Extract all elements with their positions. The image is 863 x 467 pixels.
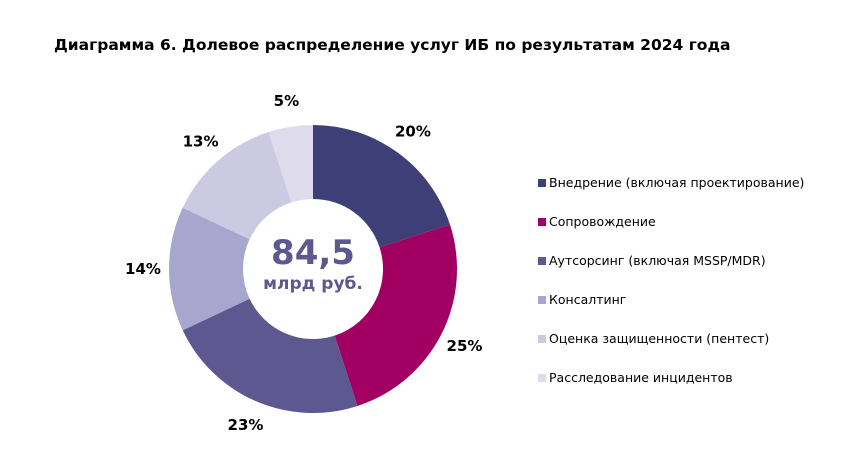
legend-item: Внедрение (включая проектирование): [538, 163, 804, 202]
legend-label: Сопровождение: [549, 214, 656, 229]
data-label: 20%: [395, 122, 431, 140]
legend-item: Оценка защищенности (пентест): [538, 319, 804, 358]
legend-swatch: [538, 256, 546, 265]
donut-slice: [334, 224, 458, 406]
donut-slice: [268, 125, 313, 203]
legend-swatch: [538, 295, 546, 304]
data-label: 23%: [228, 416, 264, 434]
legend-label: Расследование инцидентов: [549, 370, 733, 385]
legend-swatch: [538, 178, 546, 187]
data-label: 5%: [274, 92, 299, 110]
legend: Внедрение (включая проектирование) Сопров…: [538, 163, 804, 397]
data-label: 13%: [183, 132, 219, 150]
chart-title: Диаграмма 6. Долевое распределение услуг…: [54, 36, 731, 54]
legend-swatch: [538, 373, 546, 382]
legend-label: Оценка защищенности (пентест): [549, 331, 770, 346]
legend-label: Внедрение (включая проектирование): [549, 175, 805, 190]
legend-label: Аутсорсинг (включая MSSP/MDR): [549, 253, 766, 268]
center-unit: млрд руб.: [263, 274, 363, 294]
legend-swatch: [538, 334, 546, 343]
legend-item: Расследование инцидентов: [538, 358, 804, 397]
center-value: 84,5: [271, 233, 355, 273]
donut-slice: [169, 207, 250, 331]
legend-item: Сопровождение: [538, 202, 804, 241]
donut-slice: [182, 298, 358, 413]
legend-item: Консалтинг: [538, 280, 804, 319]
donut-slice: [313, 125, 450, 248]
legend-item: Аутсорсинг (включая MSSP/MDR): [538, 241, 804, 280]
data-label: 14%: [125, 260, 161, 278]
data-label: 25%: [447, 337, 483, 355]
legend-swatch: [538, 217, 546, 226]
donut-slice: [182, 132, 292, 240]
legend-label: Консалтинг: [549, 292, 627, 307]
